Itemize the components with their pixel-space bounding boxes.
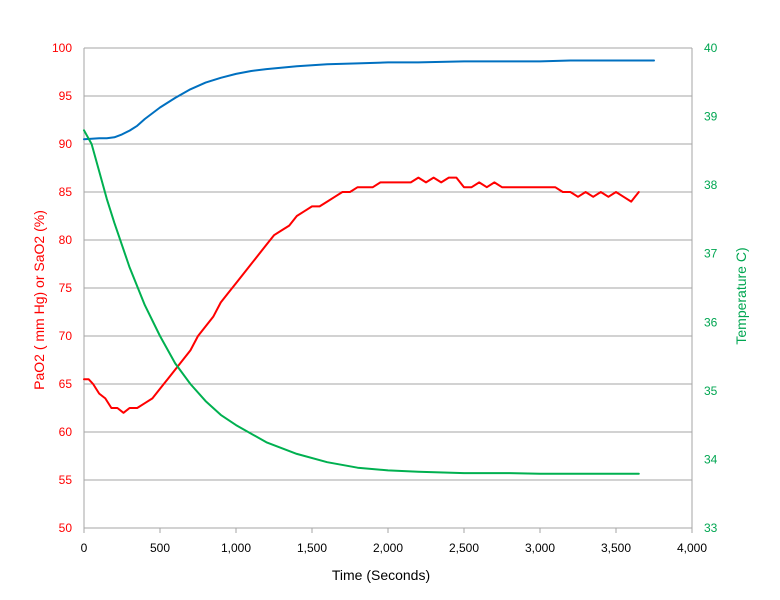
y-left-tick-label: 70 — [59, 329, 73, 343]
x-tick-label: 3,500 — [601, 541, 631, 555]
y-right-tick-label: 36 — [704, 315, 718, 329]
x-tick-labels: 0 500 1,000 1,500 2,000 2,500 3,000 3,500 4,000 — [81, 528, 707, 555]
x-tick-label: 500 — [150, 541, 170, 555]
x-axis-title: Time (Seconds) — [332, 567, 430, 583]
y-left-tick-label: 80 — [59, 233, 73, 247]
y-left-tick-label: 95 — [59, 89, 73, 103]
y-right-tick-label: 38 — [704, 178, 718, 192]
x-tick-label: 4,000 — [677, 541, 707, 555]
y-right-axis-title: Temperature C) — [733, 247, 749, 344]
series-lines — [83, 59, 655, 475]
y-left-tick-label: 60 — [59, 425, 73, 439]
y-right-tick-label: 40 — [704, 41, 718, 55]
y-left-tick-labels: 50 55 60 65 70 75 80 85 90 95 100 — [52, 41, 72, 535]
y-left-axis-title: PaO2 ( mm Hg) or SaO2 (%) — [31, 210, 47, 390]
y-left-tick-label: 90 — [59, 137, 73, 151]
x-tick-label: 3,000 — [525, 541, 555, 555]
y-right-tick-label: 33 — [704, 521, 718, 535]
x-tick-label: 1,000 — [221, 541, 251, 555]
y-right-tick-label: 34 — [704, 452, 718, 466]
grid-lines — [84, 47, 692, 481]
y-left-tick-label: 100 — [52, 41, 72, 55]
y-right-tick-labels: 33 34 35 36 37 38 39 40 — [704, 41, 718, 535]
y-left-tick-label: 75 — [59, 281, 73, 295]
y-left-tick-label: 55 — [59, 473, 73, 487]
y-right-tick-label: 37 — [704, 247, 718, 261]
series-line-2 — [83, 176, 640, 414]
x-tick-label: 2,000 — [373, 541, 403, 555]
series-line-3 — [83, 129, 640, 475]
x-tick-label: 0 — [81, 541, 88, 555]
series-line-1 — [83, 59, 655, 141]
y-left-tick-label: 65 — [59, 377, 73, 391]
y-left-tick-label: 50 — [59, 521, 73, 535]
x-tick-label: 1,500 — [297, 541, 327, 555]
y-right-tick-label: 35 — [704, 384, 718, 398]
y-left-tick-label: 85 — [59, 185, 73, 199]
y-right-tick-label: 39 — [704, 110, 718, 124]
x-tick-label: 2,500 — [449, 541, 479, 555]
